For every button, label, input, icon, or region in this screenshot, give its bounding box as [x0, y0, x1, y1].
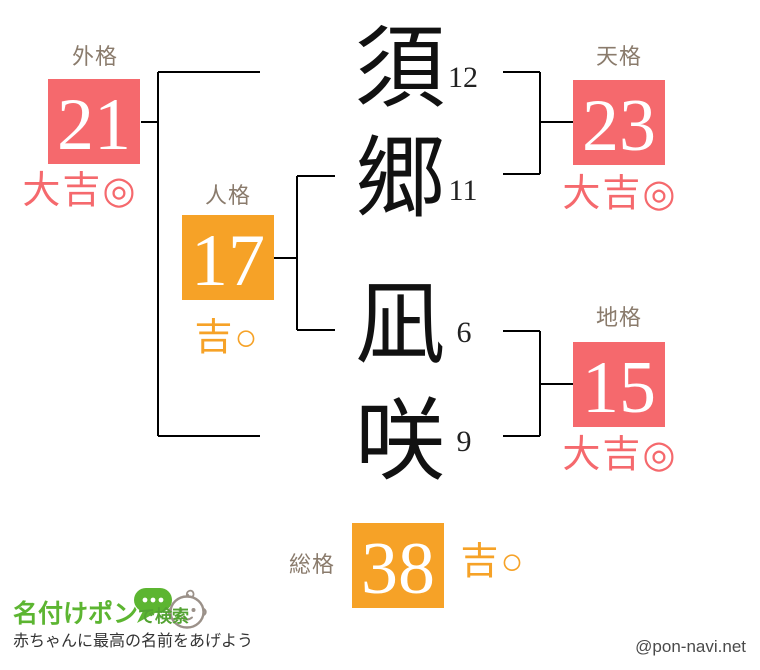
jinkaku-score-box: 17 — [182, 215, 274, 300]
brand-suffix: で検索 — [138, 607, 190, 626]
baby-face-icon — [167, 589, 207, 629]
soukaku-label: 総格 — [289, 552, 336, 577]
name-char-4: 咲 — [355, 393, 445, 492]
chikaku-score-box: 15 — [573, 342, 665, 427]
soukaku-luck: 吉○ — [460, 541, 526, 583]
jinkaku-value: 17 — [191, 219, 265, 302]
soukaku-score-box: 38 — [352, 523, 444, 608]
tenkaku-luck: 大吉◎ — [562, 173, 678, 215]
tagline: 赤ちゃんに最高の名前をあげよう — [13, 633, 254, 650]
tenkaku-label: 天格 — [595, 44, 643, 69]
name-char-3: 凪 — [355, 276, 445, 375]
jinkaku-luck: 吉○ — [194, 317, 260, 359]
chikaku-value: 15 — [582, 346, 656, 429]
gaikaku-label: 外格 — [71, 44, 119, 69]
chikaku-luck: 大吉◎ — [562, 434, 678, 476]
name-char-1: 須 — [355, 20, 445, 119]
soukaku-value: 38 — [361, 527, 435, 610]
gaikaku-value: 21 — [57, 83, 131, 166]
brand-name: 名付けポン — [13, 600, 139, 628]
name-char-2: 郷 — [355, 130, 445, 229]
chikaku-label: 地格 — [595, 305, 643, 330]
brand-lockup: 名付けポン で検索 — [13, 602, 189, 627]
gaikaku-score-box: 21 — [48, 79, 140, 164]
stroke-count-4: 9 — [456, 425, 472, 458]
gaikaku-luck: 大吉◎ — [22, 170, 138, 212]
stroke-count-1: 12 — [448, 61, 478, 94]
stroke-count-2: 11 — [448, 174, 478, 207]
stroke-count-3: 6 — [456, 316, 472, 349]
speech-bubble-icon — [134, 588, 172, 623]
site-credit: @pon-navi.net — [635, 637, 746, 656]
jinkaku-label: 人格 — [204, 183, 252, 208]
mascot-graphic — [134, 588, 207, 629]
tenkaku-value: 23 — [582, 84, 656, 167]
tenkaku-score-box: 23 — [573, 80, 665, 165]
